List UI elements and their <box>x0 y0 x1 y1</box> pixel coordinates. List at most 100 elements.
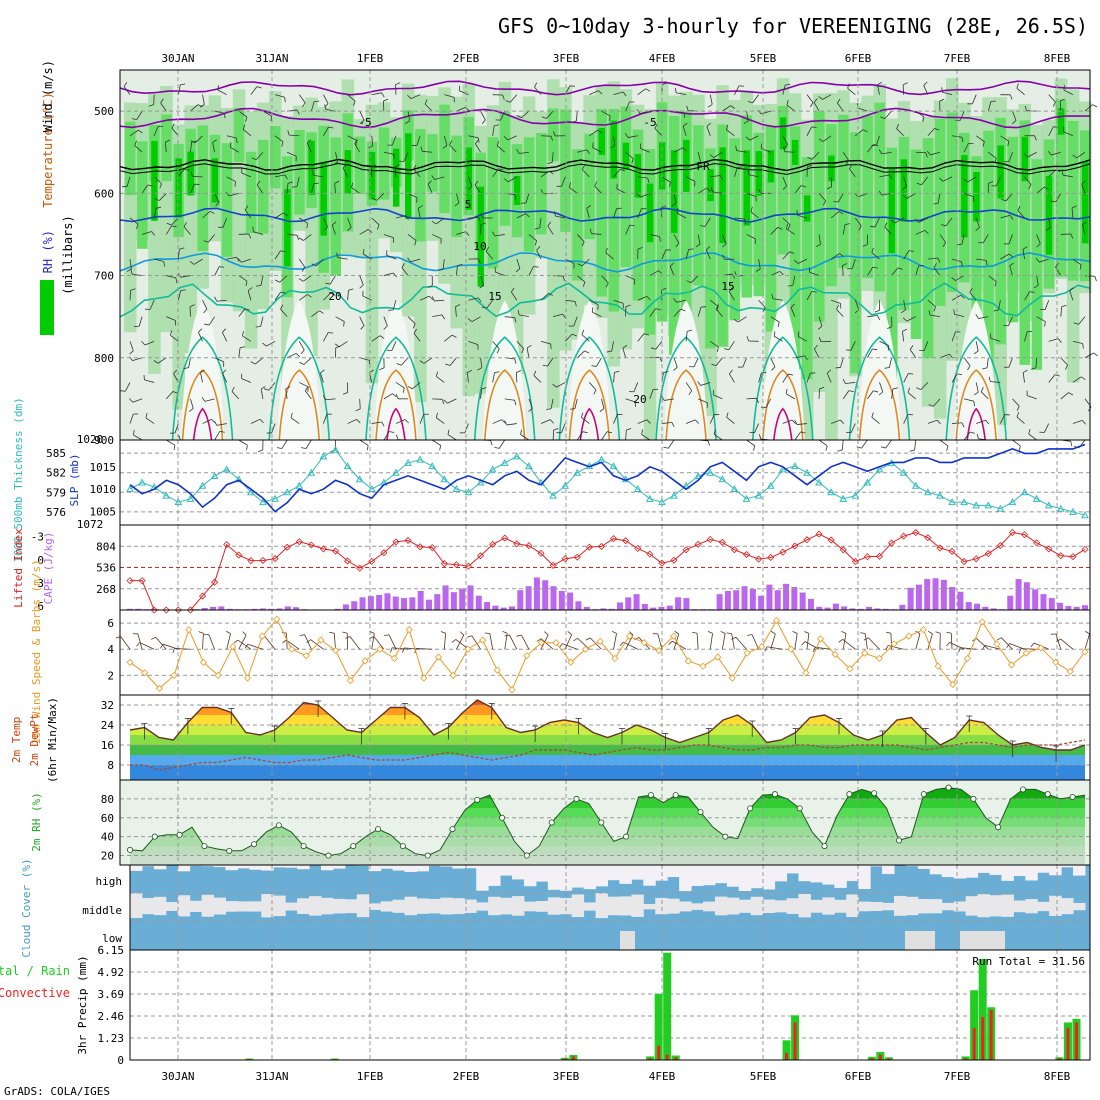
wind-barb-flag <box>1082 221 1087 226</box>
cloud-mid-clear <box>870 901 883 912</box>
rh2m-marker <box>895 837 902 844</box>
thickness-marker <box>706 468 715 476</box>
wind-barb-flag <box>348 288 354 291</box>
wind-barb <box>299 382 309 388</box>
cloud-high-clear <box>929 865 943 875</box>
wind-barb-flag <box>222 369 227 374</box>
precip-conv-bar <box>563 1058 567 1060</box>
wind-speed-marker <box>420 674 428 682</box>
cloud-mid-clear <box>201 894 215 917</box>
cloud-mid-clear <box>332 898 346 914</box>
cloud-high-clear <box>416 865 429 872</box>
wind-barb <box>444 94 455 98</box>
wind-barb <box>855 129 864 137</box>
rh-shade-mid <box>801 157 813 380</box>
wind-barb <box>159 193 167 201</box>
rh-shade-dark <box>791 139 799 165</box>
wind-barb-flag <box>909 449 915 452</box>
cloud-mid-clear <box>428 898 441 914</box>
cloud-high-clear <box>1049 865 1062 876</box>
contour-label: -5 <box>358 116 371 129</box>
wind-barb <box>436 217 445 225</box>
cape-bar <box>683 598 690 610</box>
wind-barb <box>298 258 306 268</box>
wind-barb <box>1024 291 1030 301</box>
cape-bar <box>127 608 133 610</box>
wind-barb-flag <box>256 180 261 186</box>
rh-shade-mid <box>838 114 849 269</box>
wind-barb <box>339 340 348 348</box>
wind10m-barb <box>868 637 880 650</box>
rh2m-marker <box>747 805 754 812</box>
wind10m-barb-flag <box>369 630 375 634</box>
wind-barb <box>1051 151 1061 156</box>
wind-barb <box>906 192 916 199</box>
wind-barb <box>914 439 917 450</box>
svg-text:Temperature (°C): Temperature (°C) <box>41 92 55 208</box>
wind-barb <box>1069 290 1074 301</box>
cloud-mid-clear <box>1049 895 1062 917</box>
wind-barb <box>939 439 949 447</box>
lifted-index-marker <box>888 539 896 547</box>
wind-barb <box>351 187 360 194</box>
precip-conv-bar <box>989 1009 993 1060</box>
wind-barb <box>577 350 585 359</box>
wind-barb-flag <box>985 260 988 266</box>
bottom-date-label: 7FEB <box>944 1070 971 1083</box>
wind-barb <box>413 169 421 178</box>
wind10m-barb <box>202 633 204 650</box>
lifted-index-marker <box>658 559 666 567</box>
cape-bar <box>293 607 300 610</box>
wind-barb-flag <box>937 257 941 263</box>
lifted-index-marker <box>1057 552 1065 560</box>
wind-barb <box>419 295 430 301</box>
rh-shade-mid <box>862 115 873 279</box>
bottom-date-axis: 30JAN 31JAN 1FEB 2FEB 3FEB 4FEB 5FEB 6FEB 7FEB 8F… <box>161 1070 1070 1083</box>
wind-barb-flag <box>222 328 227 333</box>
wind-speed-marker <box>772 616 781 625</box>
wind-barb <box>625 429 627 441</box>
wind-barb-flag <box>395 393 399 399</box>
wind-speed-marker <box>346 677 354 685</box>
wind-speed-marker <box>361 657 369 665</box>
wind-barb-flag <box>229 142 232 148</box>
lifted-index-marker <box>996 541 1004 550</box>
wind-barb <box>285 388 288 399</box>
wind-barb-flag <box>445 363 451 366</box>
wind-barb <box>347 290 349 301</box>
wind-barb <box>383 234 394 238</box>
thickness-marker <box>222 465 231 473</box>
wind-barb <box>471 316 481 323</box>
wind-barb <box>902 331 905 342</box>
wind-barb <box>495 271 505 276</box>
cloud-high-clear <box>619 865 632 884</box>
wind-barb <box>274 174 285 178</box>
wind-barb-flag <box>743 120 749 124</box>
cloud-mid-clear <box>356 894 370 918</box>
wind-barb <box>794 431 802 441</box>
wind-barb-flag <box>933 202 939 205</box>
wind10m-barb-flag <box>629 631 634 636</box>
thickness-marker <box>561 481 570 489</box>
cloud-high-clear <box>798 865 811 882</box>
wind-barb <box>1048 94 1056 103</box>
wind-barb-flag <box>614 370 620 373</box>
wind-barb-flag <box>467 369 473 373</box>
wind-barb <box>891 388 894 399</box>
wind-barb <box>202 211 211 219</box>
wind-barb-flag <box>980 387 984 392</box>
wind-barb-flag <box>624 133 629 138</box>
wind-barb <box>410 94 421 100</box>
wind-barb <box>685 382 693 391</box>
wind-barb-flag <box>280 304 284 310</box>
wind-barb <box>244 209 252 219</box>
wind-barb <box>581 417 590 424</box>
wind-barb-flag <box>877 81 882 86</box>
wind-barb <box>1048 169 1057 178</box>
wind-barb <box>782 373 789 383</box>
rh2m-marker <box>350 843 357 850</box>
wind-barb-flag <box>324 104 327 110</box>
wind10m-barb <box>509 634 518 650</box>
wind-barb <box>1027 395 1037 400</box>
wind-barb <box>1084 352 1094 359</box>
